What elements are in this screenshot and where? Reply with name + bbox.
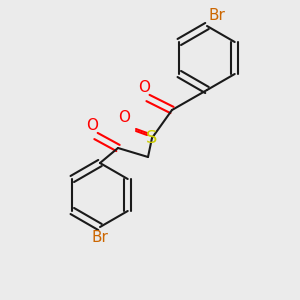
Text: Br: Br: [92, 230, 108, 245]
Text: S: S: [146, 129, 158, 147]
Text: O: O: [86, 118, 98, 133]
Text: O: O: [138, 80, 150, 95]
Text: O: O: [118, 110, 130, 125]
Text: Br: Br: [209, 8, 226, 23]
